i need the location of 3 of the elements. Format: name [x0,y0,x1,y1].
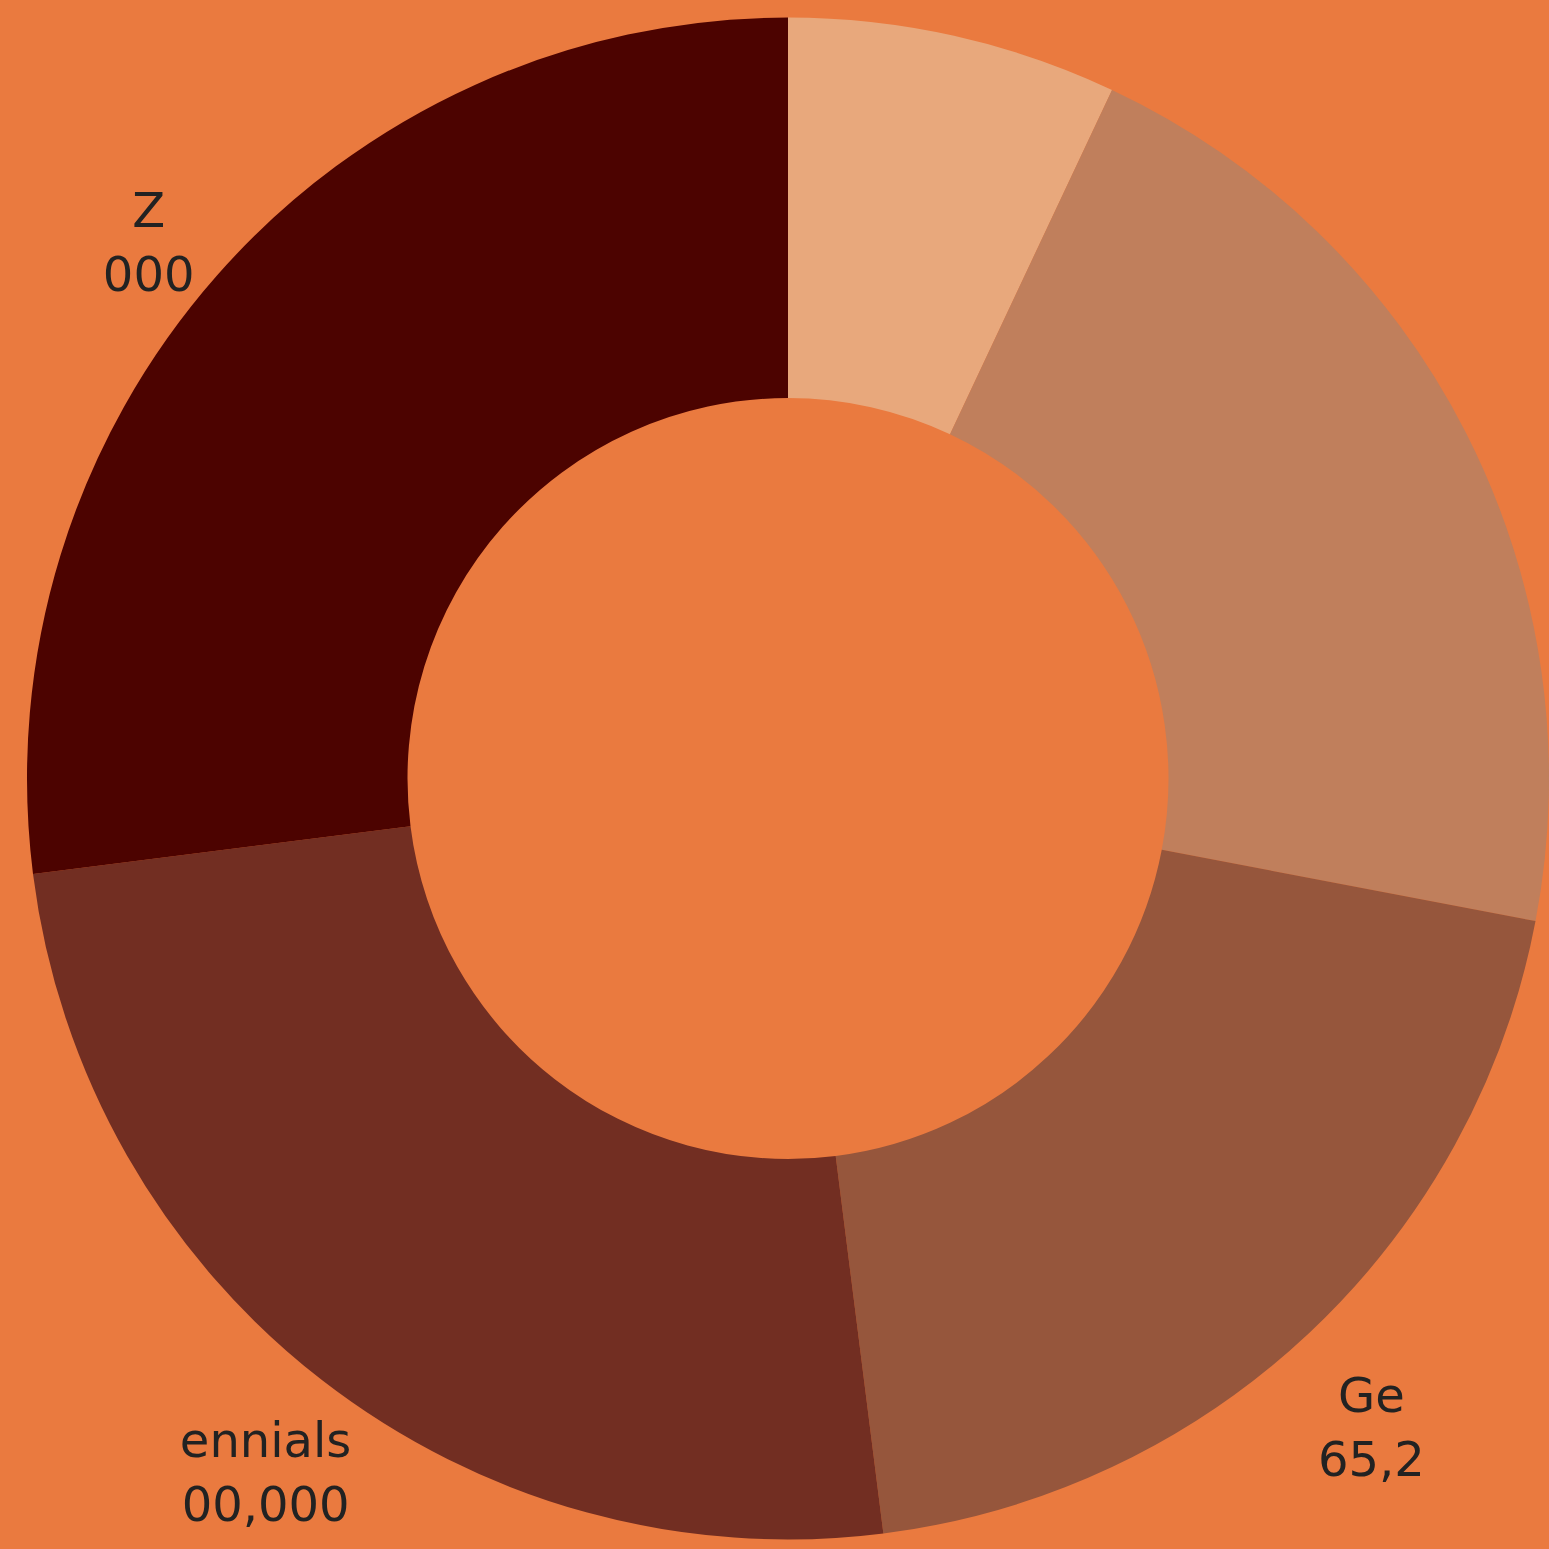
slice-label: Z 000 [102,182,195,303]
slice-label: Ge 65,2 [1318,1367,1425,1488]
slice-label: ennials 00,000 [179,1412,352,1533]
